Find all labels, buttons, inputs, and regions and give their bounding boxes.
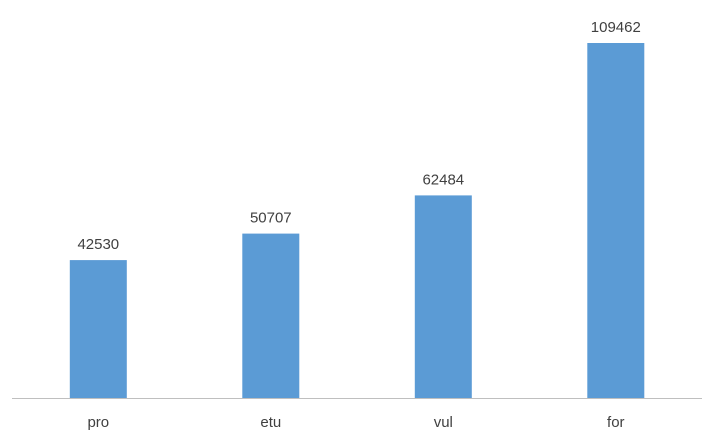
x-tick-label-vul: vul <box>434 414 453 430</box>
bar-etu <box>242 233 300 398</box>
bar-pro <box>69 260 127 398</box>
data-label-etu: 50707 <box>250 210 292 227</box>
bar-for <box>587 43 645 398</box>
data-label-vul: 62484 <box>422 171 464 188</box>
bars-layer <box>69 43 645 398</box>
x-tick-labels: pro etu vul for <box>87 414 625 431</box>
x-tick-label-etu: etu <box>260 414 281 430</box>
x-tick-label-for: for <box>607 414 625 430</box>
data-labels-layer: 42530 50707 62484 109462 <box>77 19 640 253</box>
data-label-pro: 42530 <box>77 236 119 253</box>
bar-vul <box>414 195 472 398</box>
x-tick-label-pro: pro <box>87 414 109 430</box>
data-label-for: 109462 <box>591 19 641 36</box>
